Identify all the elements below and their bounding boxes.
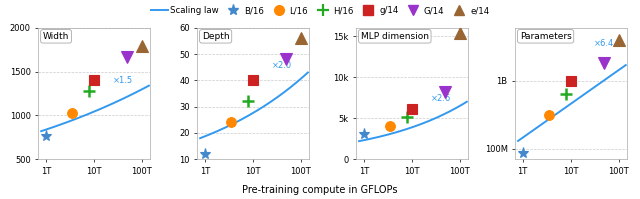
Text: MLP dimension: MLP dimension — [361, 32, 429, 41]
Text: Parameters: Parameters — [520, 32, 572, 41]
Text: ×2.0: ×2.0 — [272, 61, 292, 70]
Text: Pre-training compute in GFLOPs: Pre-training compute in GFLOPs — [243, 185, 397, 195]
Text: ×1.5: ×1.5 — [113, 76, 133, 85]
Text: Width: Width — [43, 32, 69, 41]
Text: ×2.6: ×2.6 — [431, 94, 451, 103]
Text: Depth: Depth — [202, 32, 230, 41]
Legend: Scaling law, B/16, L/16, H/16, g/14, G/14, e/14: Scaling law, B/16, L/16, H/16, g/14, G/1… — [149, 4, 491, 17]
Text: ×6.4: ×6.4 — [594, 39, 614, 48]
